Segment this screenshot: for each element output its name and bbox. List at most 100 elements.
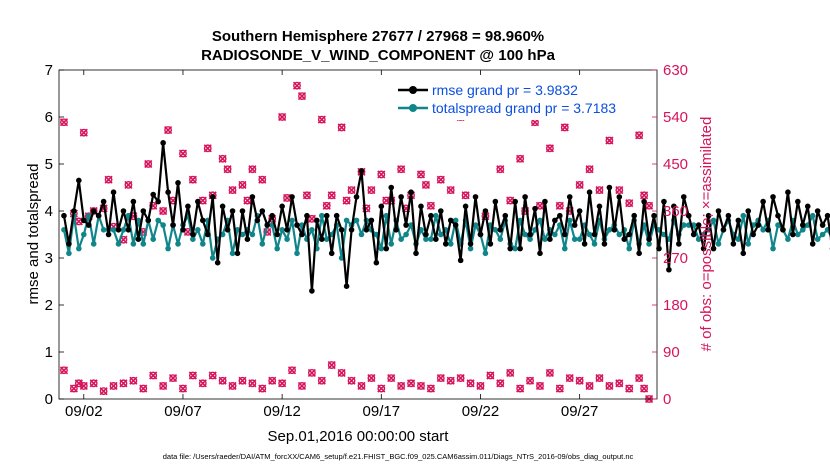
series-point-rmse-80 — [457, 257, 464, 264]
obs-lower-possible-8 — [129, 376, 138, 385]
series-point-totalspread-21 — [165, 245, 171, 252]
y-left-tick-label-4: 4 — [45, 203, 53, 220]
series-point-totalspread-43 — [274, 245, 280, 252]
series-point-rmse-36 — [239, 208, 246, 214]
obs-upper-assimilated-75 — [595, 186, 604, 195]
series-point-rmse-102 — [566, 194, 573, 200]
series-point-rmse-151 — [809, 241, 816, 247]
series-point-totalspread-107 — [591, 241, 598, 247]
series-point-rmse-29 — [204, 231, 211, 238]
series-point-rmse-82 — [467, 241, 474, 247]
series-point-totalspread-104 — [576, 236, 583, 242]
y-right-tick-label-6: 540 — [663, 109, 688, 126]
series-point-rmse-141 — [760, 198, 766, 205]
series-point-totalspread-11 — [115, 241, 122, 247]
obs-upper-possible-44 — [347, 186, 356, 195]
obs-upper-assimilated-42 — [337, 123, 346, 132]
series-point-rmse-73 — [423, 231, 429, 238]
obs-upper-possible-15 — [159, 207, 168, 215]
series-point-rmse-45 — [284, 227, 290, 233]
obs-lower-assimilated-59 — [635, 374, 644, 383]
series-point-totalspread-19 — [155, 217, 161, 224]
obs-lower-possible-36 — [407, 379, 415, 388]
obs-upper-possible-57 — [436, 175, 445, 184]
series-line-rmse — [62, 141, 830, 292]
series-point-totalspread-91 — [512, 245, 518, 252]
series-point-rmse-16 — [140, 208, 147, 214]
series-point-totalspread-50 — [309, 227, 315, 233]
obs-lower-possible-32 — [367, 374, 376, 383]
series-point-totalspread-65 — [383, 212, 390, 219]
obs-lower-possible-0 — [60, 366, 68, 375]
series-point-rmse-14 — [130, 198, 137, 205]
obs-upper-possible-43 — [342, 196, 351, 205]
x-tick-label-1: 09/07 — [164, 403, 202, 420]
x-tick-label-2: 09/12 — [263, 403, 301, 420]
series-point-totalspread-74 — [428, 236, 434, 242]
series-point-rmse-85 — [482, 208, 489, 214]
obs-upper-possible-55 — [422, 180, 430, 189]
obs-lower-possible-6 — [109, 382, 118, 390]
series-point-totalspread-83 — [472, 222, 479, 228]
series-point-rmse-61 — [363, 227, 370, 233]
obs-lower-possible-28 — [327, 361, 336, 369]
series-point-rmse-40 — [259, 208, 266, 214]
obs-upper-possible-65 — [516, 154, 525, 163]
series-point-rmse-126 — [685, 212, 692, 219]
series-point-rmse-98 — [547, 236, 553, 242]
series-point-totalspread-138 — [745, 241, 752, 247]
obs-lower-possible-45 — [496, 379, 505, 388]
obs-upper-assimilated-76 — [605, 136, 614, 145]
series-point-rmse-93 — [522, 194, 528, 200]
obs-upper-assimilated-2 — [74, 217, 83, 226]
series-point-totalspread-40 — [259, 241, 266, 247]
y-right-tick-label-5: 450 — [663, 156, 688, 173]
obs-lower-possible-53 — [575, 376, 584, 385]
obs-upper-possible-16 — [164, 126, 172, 134]
obs-lower-assimilated-9 — [139, 384, 148, 393]
series-point-rmse-94 — [527, 231, 533, 238]
series-point-rmse-106 — [586, 189, 593, 195]
series-point-rmse-31 — [214, 259, 221, 266]
series-point-rmse-95 — [532, 205, 538, 212]
obs-lower-possible-46 — [506, 368, 515, 377]
obs-lower-possible-27 — [317, 376, 326, 385]
series-point-totalspread-20 — [160, 222, 166, 228]
series-point-rmse-59 — [353, 194, 360, 200]
series-point-rmse-138 — [745, 208, 752, 214]
series-point-rmse-89 — [502, 212, 509, 219]
obs-lower-possible-5 — [99, 387, 108, 396]
obs-lower-possible-33 — [377, 384, 386, 393]
obs-lower-assimilated-8 — [129, 376, 138, 385]
obs-lower-assimilated-47 — [516, 384, 525, 393]
obs-lower-possible-7 — [119, 379, 128, 388]
obs-lower-assimilated-44 — [486, 371, 495, 380]
obs-lower-possible-44 — [486, 371, 495, 380]
obs-lower-assimilated-33 — [377, 384, 386, 393]
obs-upper-assimilated-24 — [218, 154, 227, 163]
obs-upper-possible-26 — [228, 186, 237, 195]
series-point-rmse-101 — [561, 231, 568, 238]
series-point-rmse-135 — [730, 241, 737, 247]
obs-lower-assimilated-21 — [258, 384, 267, 393]
series-point-rmse-5 — [85, 222, 92, 228]
series-point-totalspread-16 — [140, 241, 147, 247]
series-point-rmse-124 — [676, 241, 682, 247]
series-point-rmse-51 — [314, 217, 320, 224]
obs-upper-possible-22 — [203, 144, 212, 153]
obs-lower-possible-20 — [248, 379, 257, 388]
series-point-rmse-20 — [160, 140, 166, 146]
obs-lower-assimilated-11 — [159, 381, 168, 391]
series-point-rmse-120 — [656, 245, 662, 252]
obs-lower-possible-23 — [278, 379, 287, 388]
legend-entry-totalspread: totalspread grand pr = 3.7183 — [398, 100, 616, 116]
obs-upper-possible-58 — [446, 186, 455, 195]
obs-upper-possible-56 — [426, 201, 435, 210]
obs-upper-possible-47 — [367, 186, 376, 195]
obs-lower-assimilated-39 — [436, 374, 445, 383]
obs-upper-possible-75 — [595, 186, 604, 195]
series-point-rmse-17 — [145, 217, 152, 224]
obs-upper-possible-63 — [496, 165, 505, 174]
series-point-rmse-119 — [651, 212, 657, 219]
